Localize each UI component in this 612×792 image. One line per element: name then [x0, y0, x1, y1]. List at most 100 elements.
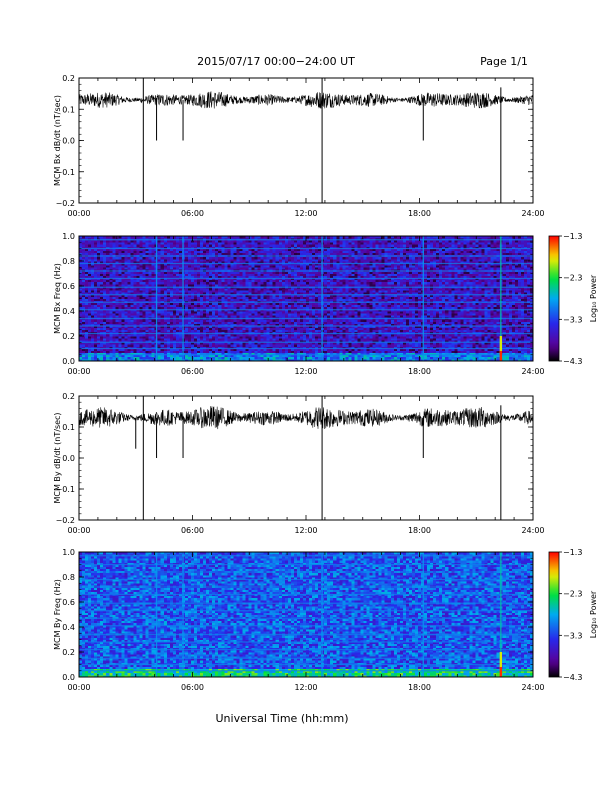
spectrogram-cell	[378, 319, 383, 322]
spectrogram-cell	[306, 338, 310, 341]
spectrogram-cell	[296, 296, 301, 299]
spectrogram-cell	[148, 342, 153, 345]
spectrogram-cell	[100, 358, 104, 362]
spectrogram-cell	[187, 292, 192, 295]
spectrogram-cell	[100, 336, 104, 339]
spectrogram-cell	[103, 298, 107, 301]
spectrogram-cell	[109, 319, 113, 322]
spectrogram-cell	[190, 321, 195, 324]
spectrogram-cell	[369, 352, 373, 356]
spectrogram-cell	[112, 333, 116, 337]
spectrogram-cell	[302, 329, 307, 333]
spectrogram-cell	[209, 348, 213, 351]
spectrogram-cell	[375, 296, 380, 299]
spectrogram-cell	[442, 298, 446, 301]
spectrogram-cell	[118, 340, 122, 343]
spectrogram-cell	[493, 336, 498, 339]
spectrogram-cell	[466, 319, 470, 322]
spectrogram-cell	[263, 298, 268, 301]
spectrogram-cell	[330, 338, 334, 341]
spectrogram-cell	[227, 313, 231, 316]
spectrogram-cell	[327, 344, 331, 347]
spectrogram-cell	[457, 358, 461, 362]
spectrogram-cell	[142, 311, 146, 314]
spectrogram-cell	[439, 354, 443, 358]
spectrogram-cell	[94, 323, 98, 326]
spectrogram-cell	[178, 354, 183, 358]
spectrogram-cell	[248, 327, 252, 331]
spectrogram-cell	[100, 311, 104, 314]
spectrogram-cell	[91, 340, 95, 343]
spectrogram-cell	[206, 329, 210, 333]
spectrogram-cell	[227, 327, 231, 331]
spectrogram-cell	[372, 304, 377, 308]
spectrogram-cell	[248, 323, 252, 326]
spectrogram-cell	[254, 315, 258, 318]
spectrogram-cell	[396, 298, 401, 301]
spectrogram-cell	[414, 340, 419, 343]
spectrogram-cell	[190, 313, 195, 316]
spectrogram-cell	[157, 319, 162, 322]
spectrogram-cell	[206, 302, 210, 306]
spectrogram-cell	[529, 319, 534, 322]
spectrogram-cell	[142, 325, 146, 329]
spectrogram-cell	[375, 302, 380, 306]
spectrogram-cell	[106, 311, 110, 314]
spectrogram-cell	[363, 323, 367, 326]
spectrogram-cell	[239, 342, 243, 345]
spectrogram-cell	[203, 329, 207, 333]
spectrogram-cell	[484, 302, 488, 306]
spectrogram-cell	[424, 321, 428, 324]
spectrogram-cell	[466, 352, 470, 356]
spectrogram-cell	[133, 354, 137, 358]
spectrogram-cell	[290, 333, 295, 337]
spectrogram-cell	[163, 352, 168, 356]
spectrogram-cell	[381, 350, 386, 354]
spectrogram-cell	[118, 296, 122, 299]
spectrogram-cell	[136, 325, 140, 329]
spectrogram-cell	[466, 342, 470, 345]
spectrogram-cell	[218, 354, 222, 358]
spectrogram-cell	[390, 298, 395, 301]
spectrogram-cell	[487, 311, 492, 314]
spectrogram-cell	[520, 340, 525, 343]
spectrogram-cell	[88, 333, 92, 337]
spectrogram-cell	[293, 336, 298, 339]
spectrogram-cell	[309, 323, 313, 326]
spectrogram-cell	[414, 342, 419, 345]
spectrogram-cell	[526, 344, 531, 347]
spectrogram-cell	[203, 294, 207, 297]
spectrogram-cell	[163, 356, 168, 360]
spectrogram-cell	[523, 313, 528, 316]
spectrogram-cell	[427, 306, 431, 310]
spectrogram-cell	[212, 354, 216, 358]
spectrogram-cell	[106, 333, 110, 337]
spectrogram-cell	[263, 315, 268, 318]
spectrogram-cell	[466, 338, 470, 341]
spectrogram-cell	[511, 346, 516, 349]
spectrogram-cell	[408, 338, 413, 341]
spectrogram-cell	[115, 296, 119, 299]
spectrogram-cell	[514, 333, 519, 337]
spectrogram-cell	[296, 329, 301, 333]
spectrogram-cell	[209, 298, 213, 301]
spectrogram-cell	[514, 319, 519, 322]
spectrogram-cell	[408, 352, 413, 356]
spectrogram-cell	[178, 306, 183, 310]
spectrogram-cell	[260, 350, 265, 354]
spectrogram-cell	[345, 336, 349, 339]
spectrogram-cell	[526, 306, 531, 310]
spectrogram-cell	[327, 298, 331, 301]
spectrogram-cell	[327, 352, 331, 356]
spectrogram-cell	[160, 356, 165, 360]
spectrogram-cell	[523, 329, 528, 333]
spectrogram-cell	[520, 323, 525, 326]
spectrogram-cell	[526, 329, 531, 333]
spectrogram-cell	[318, 321, 322, 324]
spectrogram-cell	[439, 344, 443, 347]
spectrogram-cell	[339, 358, 343, 362]
spectrogram-cell	[118, 327, 122, 331]
spectrogram-cell	[306, 321, 310, 324]
spectrogram-cell	[472, 296, 476, 299]
spectrogram-cell	[496, 346, 501, 349]
